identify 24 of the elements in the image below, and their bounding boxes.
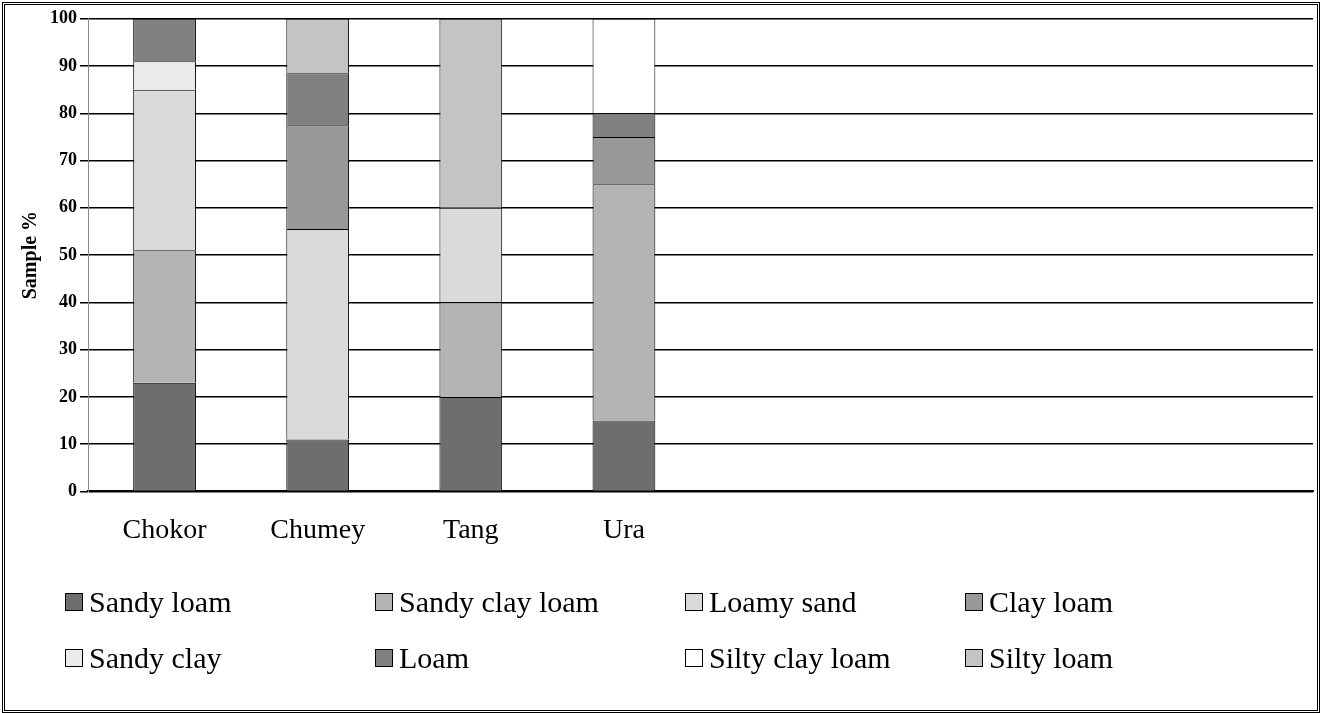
legend-label: Clay loam: [989, 585, 1114, 619]
x-tick-label: Chumey: [270, 512, 366, 544]
legend-label: Sandy clay: [89, 641, 222, 675]
y-tick-label: 30: [59, 338, 77, 359]
y-tick-label: 0: [68, 480, 77, 501]
y-tick-label: 50: [59, 243, 77, 264]
legend-label: Silty clay loam: [709, 641, 891, 675]
legend-label: Loamy sand: [709, 585, 857, 619]
y-tick-label: 20: [59, 385, 77, 406]
x-tick-label: Chokor: [122, 512, 208, 544]
legend-label: Silty loam: [989, 641, 1114, 675]
legend-label: Sandy loam: [89, 585, 232, 619]
y-tick-label: 10: [59, 432, 77, 453]
y-tick-label: 70: [59, 149, 77, 170]
y-tick-label: 60: [59, 196, 77, 217]
x-tick-label: Tang: [443, 512, 499, 544]
x-tick-label: Ura: [602, 512, 646, 544]
y-tick-label: 40: [59, 291, 77, 312]
y-tick-label: 90: [59, 54, 77, 75]
legend-label: Sandy clay loam: [399, 585, 599, 619]
legend-label: Loam: [399, 641, 469, 675]
y-tick-label: 100: [50, 7, 77, 28]
y-tick-label: 80: [59, 101, 77, 122]
y-axis-title: Sample %: [18, 210, 42, 300]
